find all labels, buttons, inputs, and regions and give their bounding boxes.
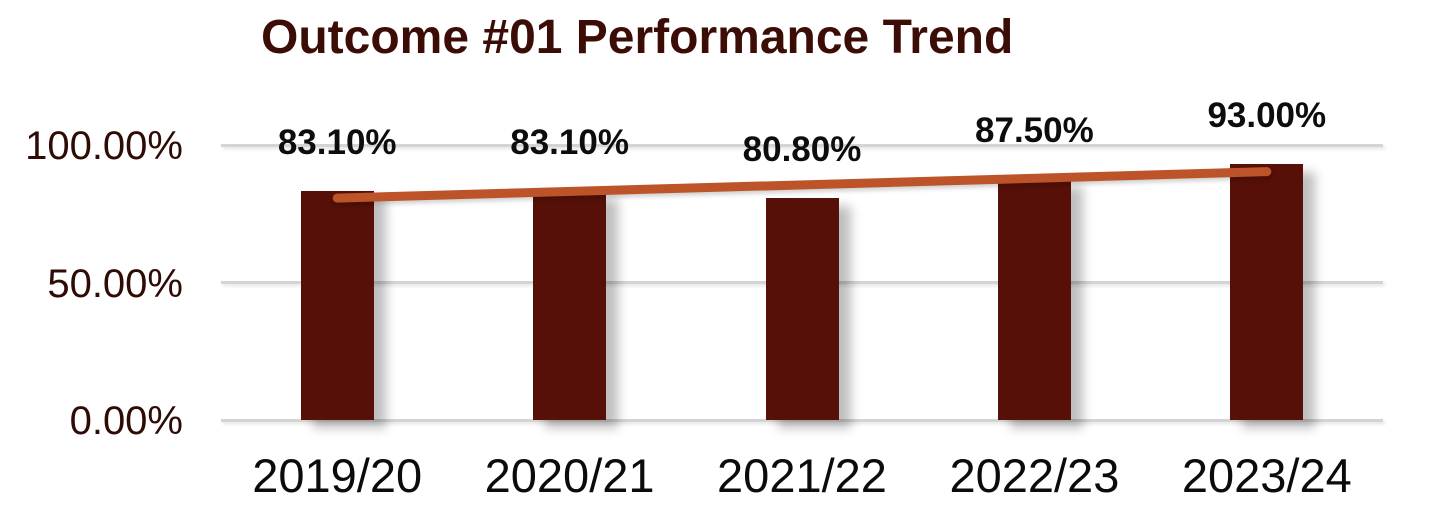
gridline-100pct [221,143,1383,147]
x-axis-label: 2022/23 [949,449,1120,502]
x-axis-label: 2023/24 [1181,449,1352,502]
bar-2022-23 [997,179,1071,420]
trendline [332,167,1272,203]
x-axis-label: 2019/20 [252,449,423,502]
y-axis-tick-label: 0.00% [69,399,183,443]
bar-2023-24 [1230,164,1304,420]
x-axis-label: 2021/22 [717,449,887,502]
data-label: 87.50% [975,111,1094,151]
data-label: 93.00% [1207,96,1327,136]
bar-2020-21 [533,191,607,420]
y-axis-tick-label: 50.00% [47,261,183,306]
data-label: 83.10% [277,123,397,163]
gridline-0pct [221,418,1383,422]
data-label: 80.80% [742,129,862,169]
bar-2021-22 [765,197,839,420]
x-axis-label: 2020/21 [484,449,655,502]
bar-2019-20 [300,191,374,420]
data-label: 83.10% [510,123,629,163]
y-axis-tick-label: 100.00% [25,124,183,168]
chart-title: Outcome #01 Performance Trend [261,11,1014,64]
